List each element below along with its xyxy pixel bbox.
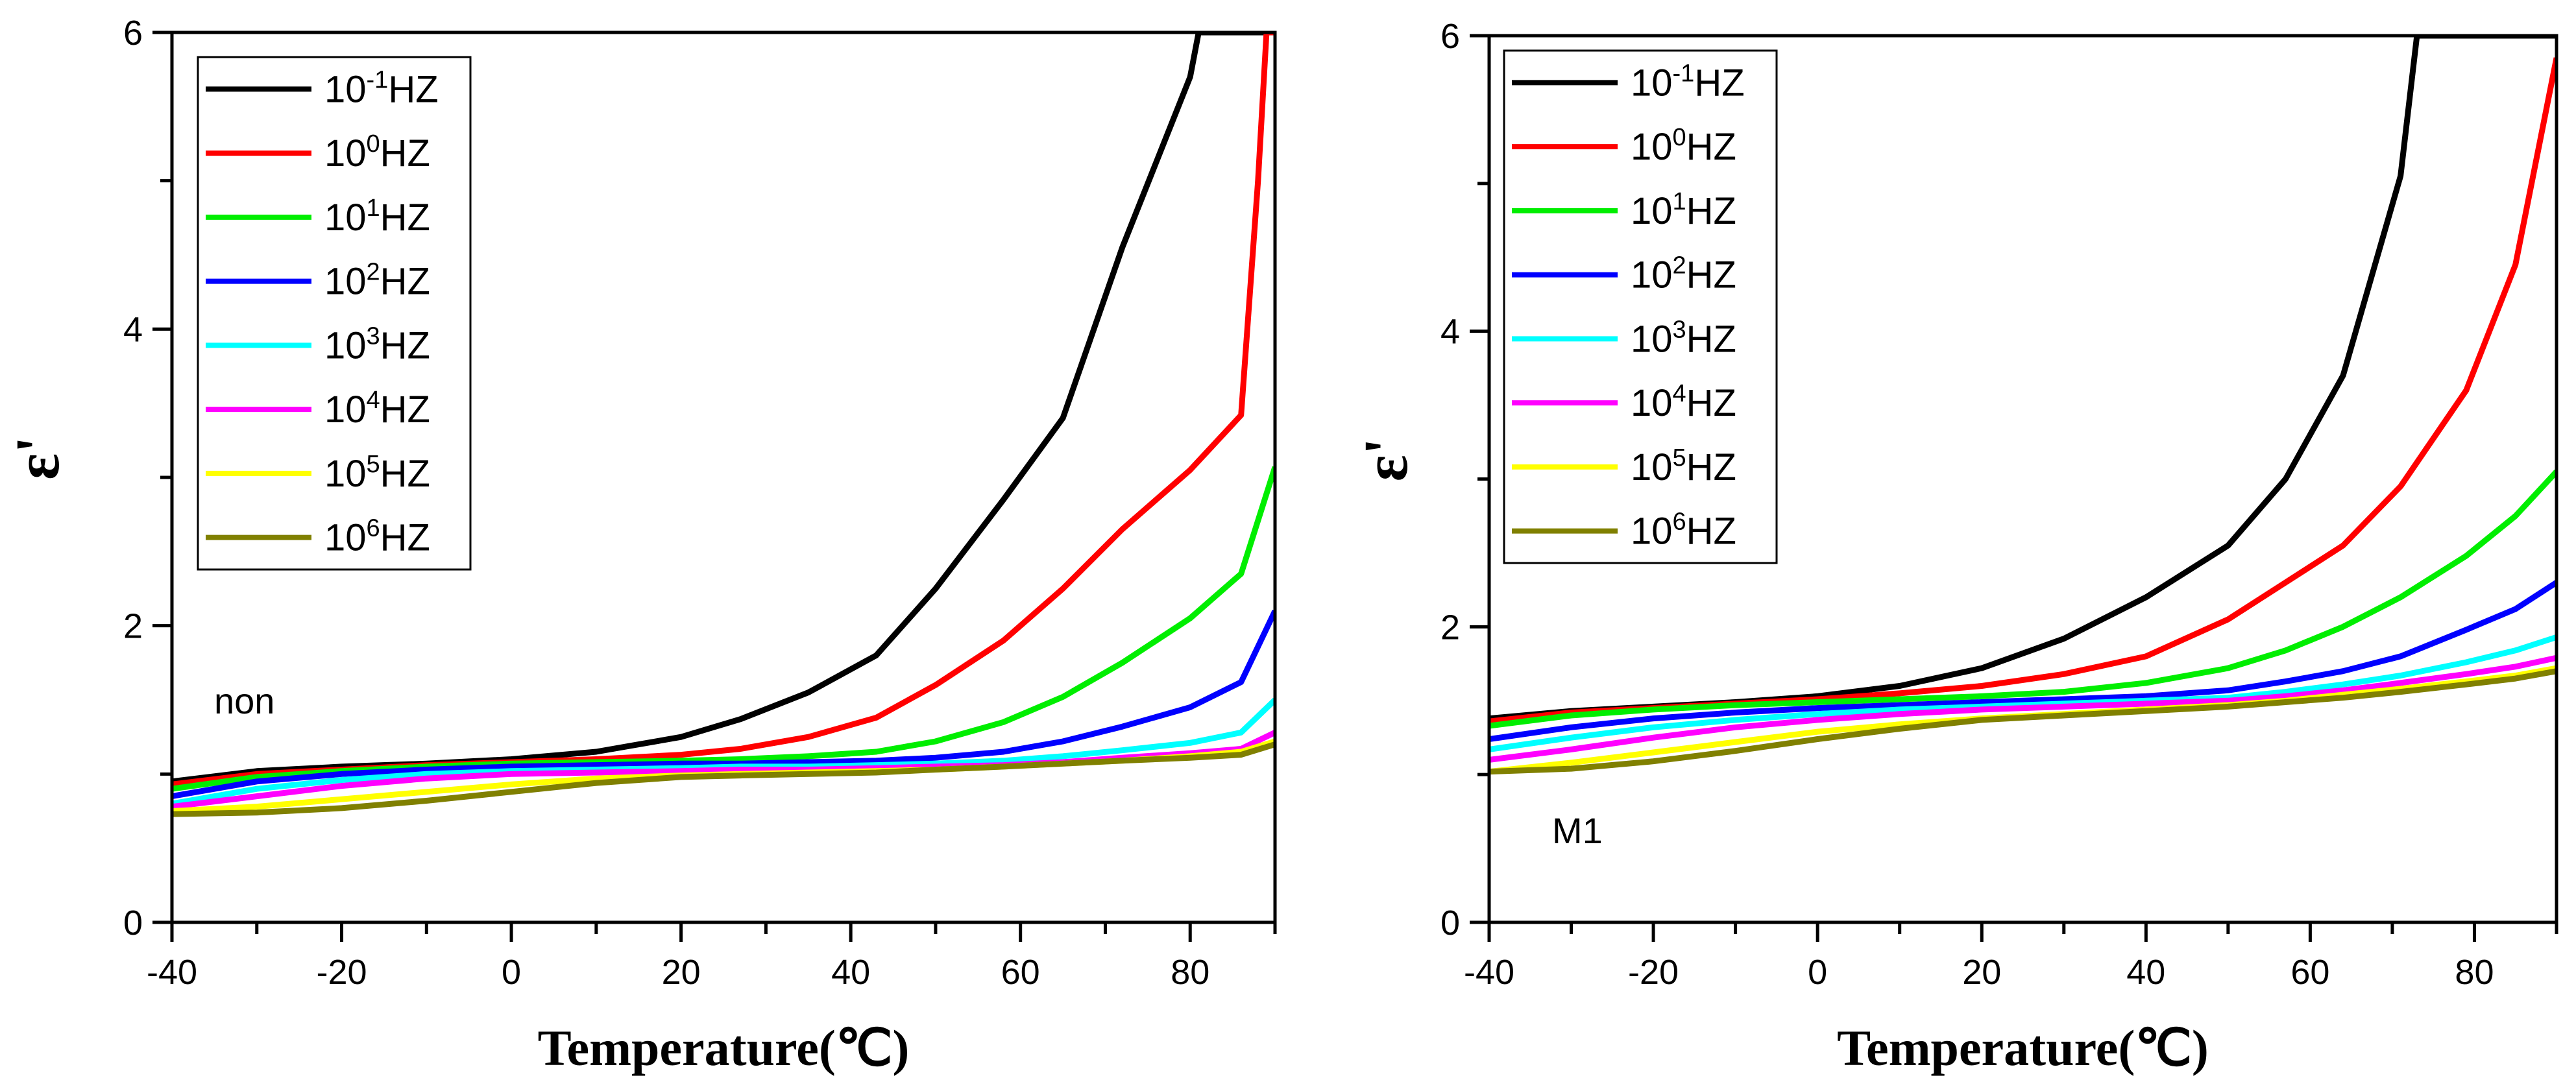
legend-label-8: 106HZ xyxy=(1631,509,1736,553)
x-axis-title: Temperature(℃) xyxy=(538,1020,910,1076)
y-axis-title: ε' xyxy=(3,436,72,480)
series-line-8 xyxy=(1489,668,2557,775)
y-tick-label: 6 xyxy=(1440,17,1460,56)
series-line-3 xyxy=(1489,470,2557,729)
x-tick-label: 20 xyxy=(1962,953,2001,992)
series-line-4 xyxy=(172,609,1275,800)
x-tick-label: 40 xyxy=(831,953,870,992)
legend-label-6: 104HZ xyxy=(324,387,430,431)
legend-label-1: 10-1HZ xyxy=(324,66,439,110)
x-tick-label: 60 xyxy=(1001,953,1040,992)
chart-panel-1: -40 -20 0 20 40 60 80 0 2 4 6 Temperature(℃) ε' 10-1H… xyxy=(3,14,1277,1076)
x-axis-title: Temperature(℃) xyxy=(1837,1020,2209,1076)
y-tick-label: 6 xyxy=(123,14,143,53)
x-tick-label: 80 xyxy=(2455,953,2494,992)
legend-label-3: 101HZ xyxy=(1631,188,1736,232)
legend-label-2: 100HZ xyxy=(1631,124,1736,168)
legend-label-6: 104HZ xyxy=(1631,380,1736,424)
x-tick-label: 0 xyxy=(1808,953,1827,992)
y-tick-label: 2 xyxy=(123,607,143,646)
legend-label-8: 106HZ xyxy=(324,515,430,559)
x-tick-label: 60 xyxy=(2290,953,2329,992)
legend: 10-1HZ 100HZ 101HZ 102HZ 103HZ 104HZ 105HZ 106H… xyxy=(1503,49,1778,564)
x-tick-label: 40 xyxy=(2126,953,2165,992)
y-tick-label: 4 xyxy=(1440,313,1460,352)
series-line-5 xyxy=(1489,634,2557,752)
legend-box xyxy=(1503,49,1778,564)
y-axis-title: ε' xyxy=(1351,438,1420,482)
x-tick-label: -20 xyxy=(1628,953,1679,992)
series-line-8 xyxy=(172,741,1275,817)
series-group xyxy=(1489,36,2557,775)
y-tick-label: 4 xyxy=(123,310,143,349)
x-tick-label: 0 xyxy=(502,953,521,992)
legend-label-5: 103HZ xyxy=(1631,316,1736,360)
y-tick-label: 0 xyxy=(123,904,143,942)
series-line-4 xyxy=(1489,580,2557,742)
x-tick-label: 20 xyxy=(662,953,701,992)
series-line-6 xyxy=(1489,654,2557,763)
chart-panel-2: -40 -20 0 20 40 60 80 0 2 4 6 Temperature(℃) ε' 10-1H… xyxy=(1351,17,2558,1076)
series-line-5 xyxy=(172,697,1275,807)
series-group xyxy=(172,32,1275,817)
sample-annotation: non xyxy=(214,680,274,721)
legend: 10-1HZ 100HZ 101HZ 102HZ 103HZ 104HZ 105HZ 106H… xyxy=(197,56,472,571)
series-line-3 xyxy=(172,466,1275,792)
legend-label-4: 102HZ xyxy=(324,259,430,303)
legend-label-4: 102HZ xyxy=(1631,252,1736,296)
y-tick-label: 0 xyxy=(1440,904,1460,942)
x-tick-label: -20 xyxy=(317,953,367,992)
x-tick-label: 80 xyxy=(1171,953,1209,992)
legend-label-5: 103HZ xyxy=(324,322,430,366)
legend-label-2: 100HZ xyxy=(324,130,430,174)
legend-box xyxy=(197,56,472,571)
legend-label-7: 105HZ xyxy=(324,451,430,495)
legend-label-7: 105HZ xyxy=(1631,444,1736,488)
x-tick-label: -40 xyxy=(147,953,197,992)
legend-label-1: 10-1HZ xyxy=(1631,60,1745,104)
legend-label-3: 101HZ xyxy=(324,195,430,239)
x-tick-label: -40 xyxy=(1464,953,1514,992)
y-tick-label: 2 xyxy=(1440,608,1460,647)
sample-annotation: M1 xyxy=(1552,810,1603,851)
